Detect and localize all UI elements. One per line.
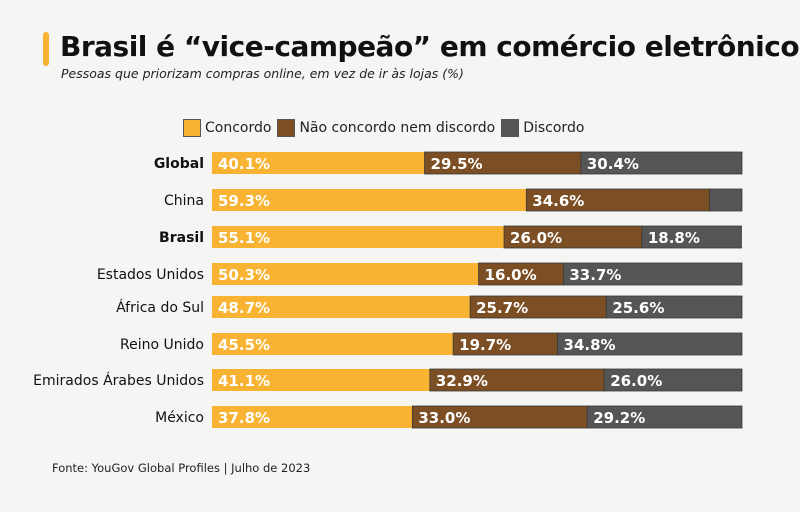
data-label: 50.3% — [218, 266, 270, 284]
title-accent-bar — [43, 32, 49, 66]
data-label: 25.7% — [476, 299, 528, 317]
legend: Concordo Não concordo nem discordo Disco… — [183, 119, 590, 137]
data-label: 48.7% — [218, 299, 270, 317]
data-label: 19.7% — [459, 336, 511, 354]
legend-item-neutro: Não concordo nem discordo — [277, 119, 495, 137]
category-label: Estados Unidos — [97, 267, 204, 283]
bar-segment — [586, 405, 743, 429]
source-note: Fonte: YouGov Global Profiles | Julho de… — [52, 461, 311, 475]
data-label: 30.4% — [587, 155, 639, 173]
bar-segment — [212, 152, 425, 174]
bar-segment — [212, 189, 527, 211]
legend-label: Não concordo nem discordo — [299, 120, 496, 136]
category-label: Global — [154, 156, 204, 172]
category-label: Reino Unido — [120, 337, 204, 353]
legend-swatch — [277, 119, 296, 137]
data-label: 25.6% — [612, 299, 664, 317]
chart-title: Brasil é “vice-campeão” em comércio elet… — [60, 30, 800, 63]
bar-segment — [557, 332, 743, 356]
legend-label: Discordo — [523, 120, 585, 136]
legend-item-concordo: Concordo — [183, 119, 271, 137]
bar-segment — [709, 188, 743, 212]
category-label: Brasil — [159, 230, 204, 246]
legend-label: Concordo — [205, 120, 272, 136]
bar-segment — [641, 225, 742, 249]
bar-segment — [212, 263, 479, 285]
bar-segment — [212, 369, 430, 391]
legend-swatch — [183, 119, 201, 137]
bar-segment — [212, 226, 505, 248]
category-label: México — [155, 410, 204, 426]
category-label: África do Sul — [116, 299, 204, 316]
chart-subtitle: Pessoas que priorizam compras online, em… — [61, 66, 464, 81]
bar-segment — [562, 262, 743, 286]
data-label: 34.8% — [564, 336, 616, 354]
bar-segment — [212, 296, 471, 318]
data-label: 33.7% — [569, 266, 621, 284]
data-label: 59.3% — [218, 192, 270, 210]
data-label: 18.8% — [648, 229, 700, 247]
data-label: 40.1% — [218, 155, 270, 173]
data-label: 41.1% — [218, 372, 270, 390]
data-label: 29.2% — [593, 409, 645, 427]
legend-item-discordo: Discordo — [501, 119, 584, 137]
bar-segment — [605, 295, 743, 319]
data-label: 16.0% — [485, 266, 537, 284]
data-label: 29.5% — [431, 155, 483, 173]
category-label: China — [164, 193, 204, 209]
legend-swatch — [501, 119, 520, 137]
data-label: 37.8% — [218, 409, 270, 427]
bar-segment — [212, 333, 454, 355]
bar-segment — [580, 151, 743, 175]
data-label: 45.5% — [218, 336, 270, 354]
bar-segment — [212, 406, 413, 428]
data-label: 26.0% — [510, 229, 562, 247]
bar-segment — [603, 368, 743, 392]
data-label: 26.0% — [610, 372, 662, 390]
data-label: 32.9% — [436, 372, 488, 390]
category-label: Emirados Árabes Unidos — [33, 372, 204, 389]
data-label: 33.0% — [418, 409, 470, 427]
data-label: 55.1% — [218, 229, 270, 247]
data-label: 34.6% — [532, 192, 584, 210]
